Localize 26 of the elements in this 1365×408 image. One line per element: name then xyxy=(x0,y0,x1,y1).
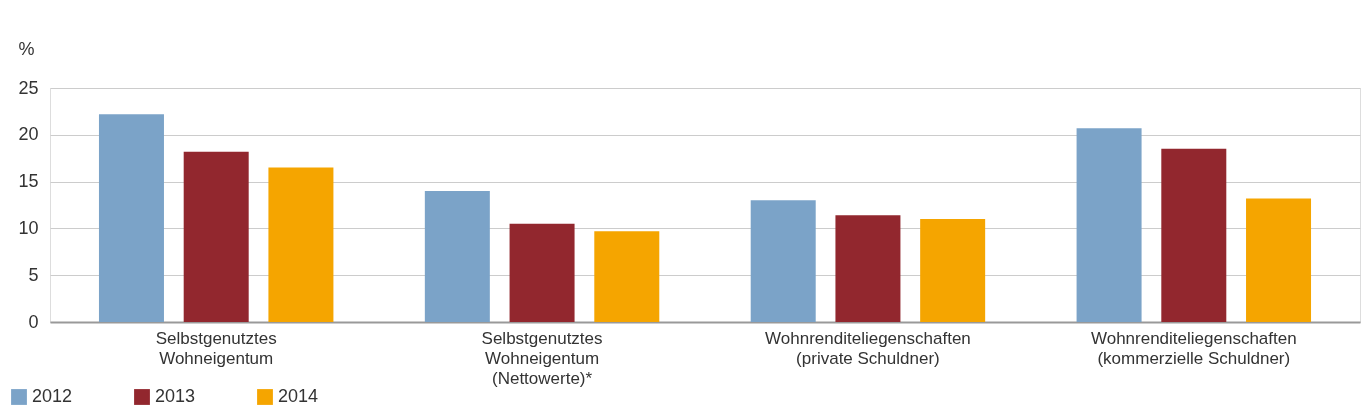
bar xyxy=(183,151,249,322)
y-axis-title: % xyxy=(18,38,35,59)
bar xyxy=(268,167,334,322)
bar xyxy=(920,219,986,322)
bar xyxy=(594,231,660,322)
bar xyxy=(509,223,575,322)
legend-label: 2014 xyxy=(278,386,319,406)
x-tick-label: Wohnrenditeliegenschaften (kommerzielle Schuldner) xyxy=(1090,328,1297,368)
y-tick-label: 10 xyxy=(18,217,39,238)
y-tick-label: 5 xyxy=(28,264,39,285)
y-tick-label: 15 xyxy=(18,171,39,192)
x-tick-label: Wohnrenditeliegenschaften (private Schuldner) xyxy=(765,328,971,368)
bar xyxy=(835,215,901,322)
bar xyxy=(1076,128,1142,322)
bar xyxy=(98,114,164,322)
legend-label: 2012 xyxy=(32,386,73,406)
bar xyxy=(424,190,490,322)
x-tick-label: Selbstgenutztes Wohneigentum xyxy=(155,328,277,368)
bar xyxy=(750,200,816,322)
bar xyxy=(1161,148,1227,322)
x-tick-label: Selbstgenutztes Wohneigentum (Nettowerte)* xyxy=(481,328,603,388)
y-tick-label: 25 xyxy=(18,77,39,98)
y-tick-label: 20 xyxy=(18,124,39,145)
legend-label: 2013 xyxy=(155,386,196,406)
bar xyxy=(1246,198,1312,322)
y-tick-label: 0 xyxy=(28,311,39,332)
